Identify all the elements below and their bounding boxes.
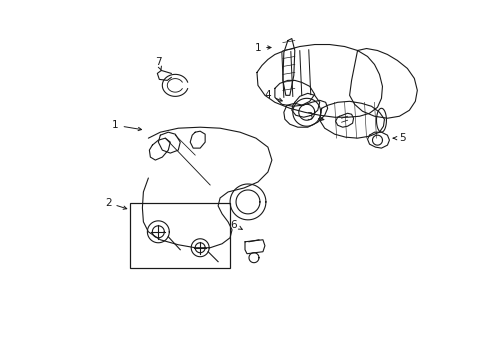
Text: 7: 7 — [155, 58, 162, 67]
Text: 6: 6 — [230, 220, 237, 230]
Text: 3: 3 — [306, 112, 312, 122]
Text: 1: 1 — [112, 120, 119, 130]
Text: 5: 5 — [398, 133, 405, 143]
Bar — [130, 203, 229, 268]
Text: 4: 4 — [264, 90, 271, 100]
Text: 1: 1 — [254, 42, 261, 53]
Text: 2: 2 — [105, 198, 112, 208]
